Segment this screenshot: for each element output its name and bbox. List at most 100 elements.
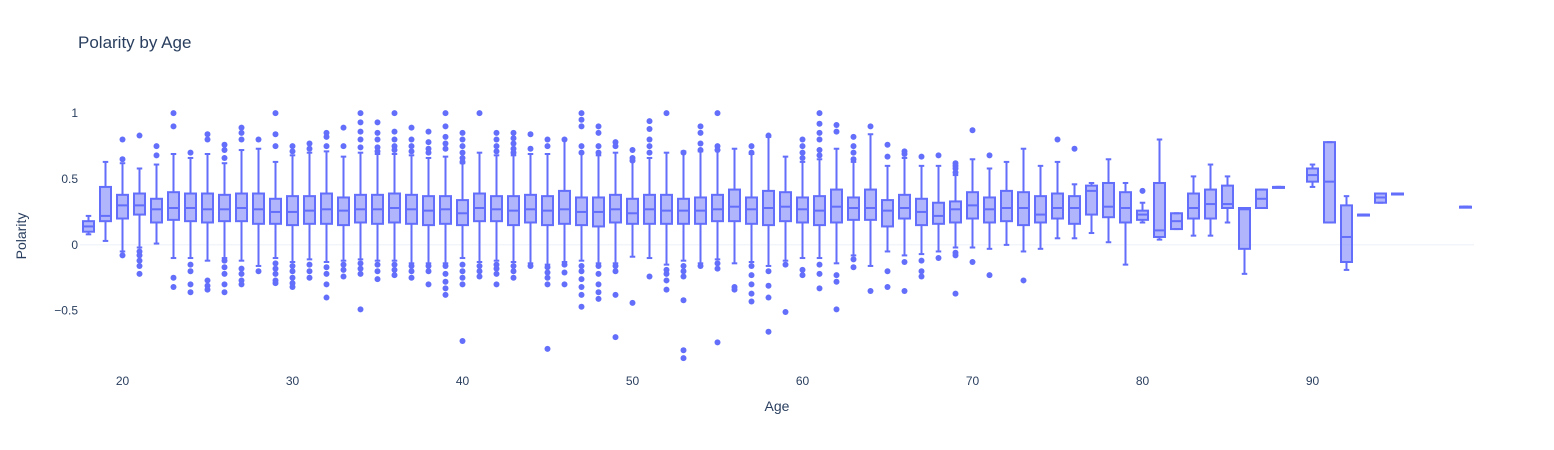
box-age-70[interactable] [966, 127, 979, 265]
box-age-48[interactable] [592, 123, 605, 302]
box-age-54[interactable] [694, 123, 707, 269]
outlier-point [612, 291, 619, 298]
box-age-79[interactable] [1119, 181, 1132, 266]
box-age-34[interactable] [354, 110, 367, 313]
box-age-56[interactable] [728, 147, 741, 293]
box-age-23[interactable] [167, 110, 180, 291]
outlier-point [170, 274, 177, 281]
outlier-point [1071, 145, 1078, 152]
box-age-85[interactable] [1221, 175, 1234, 224]
box-age-53[interactable] [677, 149, 690, 362]
box-age-61[interactable] [813, 110, 826, 292]
box-age-55[interactable] [711, 110, 724, 346]
box-age-50[interactable] [626, 147, 639, 306]
box-age-18[interactable] [82, 214, 95, 236]
box-age-45[interactable] [541, 136, 554, 352]
box-age-67[interactable] [915, 153, 928, 280]
outlier-point [680, 347, 687, 354]
box-age-77[interactable] [1085, 181, 1098, 235]
box-age-57[interactable] [745, 143, 758, 305]
box-age-52[interactable] [660, 110, 673, 293]
x-tick-label: 30 [286, 374, 300, 388]
box-age-38[interactable] [422, 128, 435, 288]
box-age-75[interactable] [1051, 136, 1064, 240]
box-age-25[interactable] [201, 131, 214, 293]
box-age-37[interactable] [405, 124, 418, 281]
box-age-24[interactable] [184, 149, 197, 296]
box-age-68[interactable] [932, 152, 945, 262]
box-age-26[interactable] [218, 141, 231, 296]
box-age-80[interactable] [1136, 187, 1149, 224]
box-age-29[interactable] [269, 110, 282, 287]
outlier-point [459, 143, 466, 150]
box-age-86[interactable] [1238, 207, 1251, 275]
box-age-64[interactable] [864, 123, 877, 294]
box-age-35[interactable] [371, 119, 384, 283]
box-age-32[interactable] [320, 129, 333, 301]
x-tick-label: 40 [456, 374, 470, 388]
box-age-81[interactable] [1153, 138, 1166, 241]
outlier-point [391, 272, 398, 279]
outlier-point [816, 152, 823, 159]
box-age-22[interactable] [150, 143, 163, 245]
box-age-69[interactable] [949, 160, 962, 297]
box-age-83[interactable] [1187, 175, 1200, 237]
box-age-59[interactable] [779, 155, 792, 316]
box-age-99[interactable] [1459, 205, 1472, 209]
box-age-42[interactable] [490, 129, 503, 288]
box-age-47[interactable] [575, 110, 588, 310]
box-age-78[interactable] [1102, 158, 1115, 244]
outlier-point [680, 297, 687, 304]
outlier-point [612, 262, 619, 269]
box-age-94[interactable] [1374, 192, 1387, 204]
box-age-41[interactable] [473, 110, 486, 280]
box-age-62[interactable] [830, 122, 843, 313]
outlier-point [238, 124, 245, 131]
box-age-74[interactable] [1034, 164, 1047, 250]
y-tick-label: −0.5 [54, 304, 78, 318]
box-age-91[interactable] [1323, 141, 1336, 224]
box-age-58[interactable] [762, 132, 775, 335]
box-age-30[interactable] [286, 143, 299, 291]
outlier-point [969, 259, 976, 265]
outlier-point [238, 281, 245, 288]
box-age-36[interactable] [388, 110, 401, 279]
box-age-21[interactable] [133, 132, 146, 277]
box-age-95[interactable] [1391, 192, 1404, 196]
box-age-90[interactable] [1306, 163, 1319, 188]
box-age-66[interactable] [898, 148, 911, 294]
box-age-92[interactable] [1340, 195, 1353, 271]
box-age-73[interactable] [1017, 147, 1030, 284]
box-age-49[interactable] [609, 139, 622, 341]
box-age-40[interactable] [456, 129, 469, 345]
outlier-point [544, 281, 551, 288]
outlier-point [765, 268, 772, 275]
box-age-76[interactable] [1068, 145, 1081, 240]
box-age-39[interactable] [439, 110, 452, 298]
box-age-71[interactable] [983, 152, 996, 279]
box-age-63[interactable] [847, 133, 860, 271]
outlier-point [442, 133, 449, 140]
box-age-84[interactable] [1204, 163, 1217, 237]
box-age-31[interactable] [303, 140, 316, 281]
box-age-27[interactable] [235, 124, 248, 288]
box-age-20[interactable] [116, 136, 129, 259]
y-tick-label: 1 [71, 106, 78, 120]
box-age-44[interactable] [524, 131, 537, 269]
box-age-28[interactable] [252, 136, 265, 275]
box-age-43[interactable] [507, 129, 520, 281]
box-age-65[interactable] [881, 141, 894, 291]
box-age-82[interactable] [1170, 212, 1183, 231]
box-age-51[interactable] [643, 118, 656, 280]
box-age-33[interactable] [337, 124, 350, 280]
outlier-point [612, 334, 619, 341]
box-age-60[interactable] [796, 136, 809, 279]
outlier-point [1139, 187, 1146, 194]
outlier-point [561, 136, 568, 143]
box-age-93[interactable] [1357, 213, 1370, 217]
box-age-88[interactable] [1272, 185, 1285, 189]
box-age-87[interactable] [1255, 188, 1268, 209]
box-age-19[interactable] [99, 160, 112, 242]
box-age-46[interactable] [558, 136, 571, 288]
box-age-72[interactable] [1000, 160, 1013, 246]
